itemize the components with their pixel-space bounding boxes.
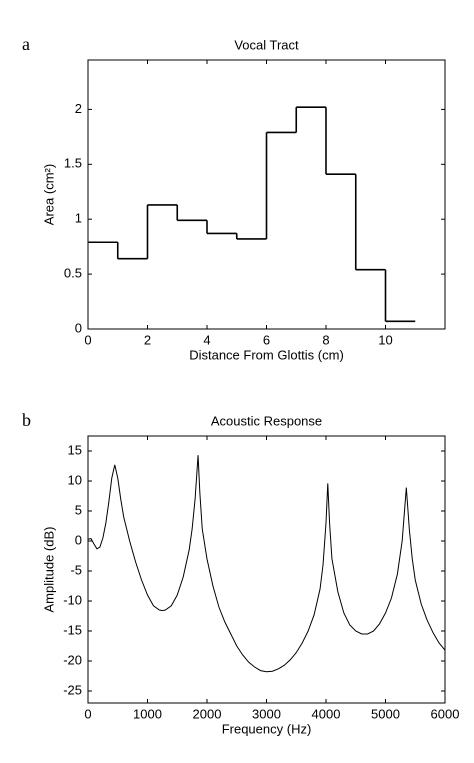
x-axis-label: Frequency (Hz) [222, 721, 312, 736]
y-tick-label: 1 [75, 211, 82, 226]
x-axis-label: Distance From Glottis (cm) [189, 347, 344, 362]
x-tick-label: 0 [84, 332, 91, 347]
x-tick-label: 10 [378, 332, 392, 347]
y-tick-label: 15 [68, 442, 82, 457]
x-tick-label: 6 [263, 332, 270, 347]
y-tick-label: -20 [63, 652, 82, 667]
y-tick-label: 10 [68, 472, 82, 487]
panel-label: b [22, 410, 31, 430]
x-tick-label: 4000 [312, 706, 341, 721]
x-tick-label: 0 [84, 706, 91, 721]
plot-frame [87, 435, 446, 704]
x-tick-label: 1000 [133, 706, 162, 721]
x-tick-label: 2 [144, 332, 151, 347]
y-tick-label: -5 [70, 562, 82, 577]
y-tick-label: 0 [75, 320, 82, 335]
y-axis-label: Amplitude (dB) [41, 527, 56, 613]
x-tick-label: 6000 [431, 706, 460, 721]
chart-title: Vocal Tract [234, 37, 299, 52]
y-tick-label: 2 [75, 101, 82, 116]
y-tick-label: 0.5 [64, 266, 82, 281]
x-tick-label: 3000 [252, 706, 281, 721]
response-line [87, 455, 446, 673]
x-tick-label: 5000 [371, 706, 400, 721]
y-tick-label: 5 [75, 502, 82, 517]
x-tick-label: 2000 [193, 706, 222, 721]
x-tick-label: 8 [322, 332, 329, 347]
x-tick-label: 4 [203, 332, 210, 347]
y-tick-label: -25 [63, 682, 82, 697]
y-tick-label: -15 [63, 622, 82, 637]
y-tick-label: 1.5 [64, 156, 82, 171]
y-axis-label: Area (cm²) [41, 164, 56, 225]
chart-title: Acoustic Response [211, 413, 322, 428]
y-tick-label: 0 [75, 532, 82, 547]
panel-label: a [22, 34, 30, 54]
y-tick-label: -10 [63, 592, 82, 607]
